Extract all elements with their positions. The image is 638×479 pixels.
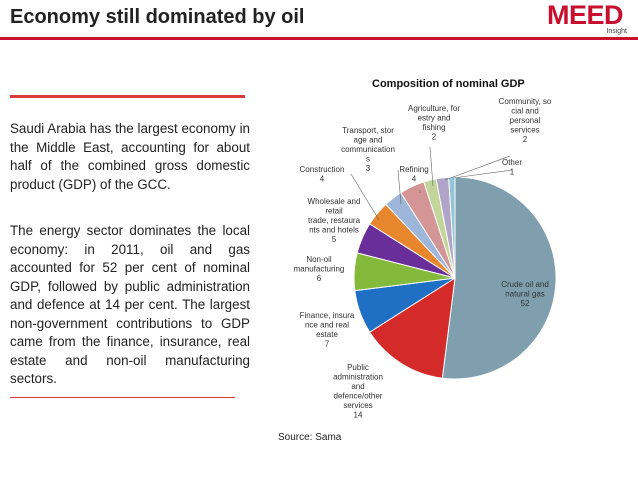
slice-label-4: Wholesale and retail trade, restaura nts an… <box>308 197 361 244</box>
leader-line-6 <box>397 169 402 205</box>
source-note: Source: Sama <box>278 432 342 443</box>
meed-logo: MEED Insight <box>547 1 633 37</box>
slice-label-6: Transport, stor age and communication s 3 <box>341 126 395 173</box>
text-panel: Saudi Arabia has the largest economy in … <box>10 95 250 405</box>
slice-label-8: Agriculture, for estry and fishing 2 <box>408 104 460 142</box>
logo-subtitle: Insight <box>606 28 627 35</box>
slice-label-1: Public administration and defence/other serv… <box>333 363 383 420</box>
slice-label-3: Non-oil manufacturing 6 <box>294 255 345 283</box>
pie-slice-1 <box>369 277 456 379</box>
slice-label-7: Refining 4 <box>399 165 428 184</box>
logo-wordmark: MEED <box>547 0 624 30</box>
slice-label-0: Crude oil and natural gas 52 <box>501 280 549 308</box>
slice-label-5: Construction 4 <box>300 165 345 184</box>
paragraph-intro: Saudi Arabia has the largest economy in … <box>10 121 250 192</box>
pie-slice-10 <box>448 176 456 279</box>
slice-label-2: Finance, insura nce and real estate 7 <box>300 311 355 349</box>
panel-rule-top <box>10 95 245 98</box>
chart-title: Composition of nominal GDP <box>372 78 525 90</box>
leader-line-5 <box>350 173 380 221</box>
panel-rule-bottom <box>10 397 235 398</box>
leader-line-10 <box>452 169 513 179</box>
title-rule <box>0 37 638 40</box>
slide-title: Economy still dominated by oil <box>10 6 305 28</box>
pie-slice-0 <box>441 176 557 380</box>
leader-line-8 <box>429 146 434 187</box>
slice-label-10: Other 1 <box>502 158 522 177</box>
slice-label-9: Community, so cial and personal services 2 <box>499 97 552 144</box>
leader-line-9 <box>444 155 511 181</box>
paragraph-energy: The energy sector dominates the local ec… <box>10 223 250 386</box>
